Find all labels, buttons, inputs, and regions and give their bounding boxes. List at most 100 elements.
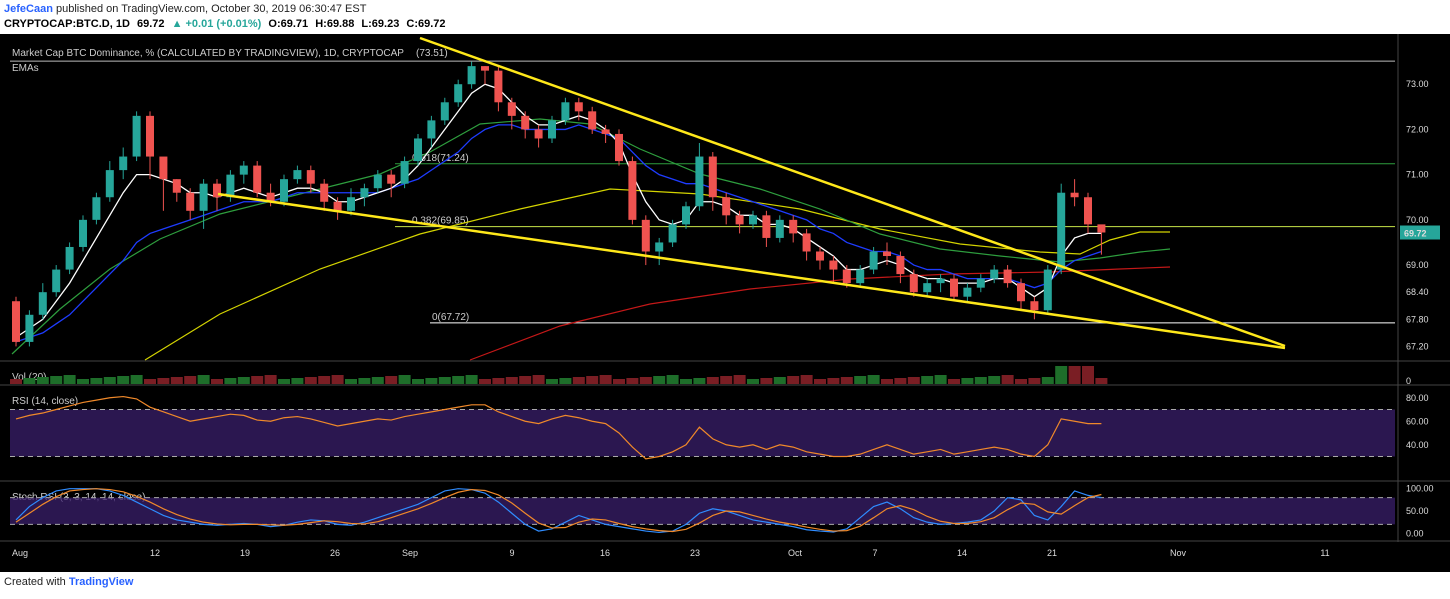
candle-body: [92, 197, 101, 220]
volume-bar: [559, 378, 572, 384]
volume-bar: [358, 378, 371, 384]
candle-body: [990, 269, 999, 279]
candle-body: [869, 251, 878, 270]
ohlc-open: O:69.71: [268, 18, 309, 30]
candle-body: [1043, 269, 1052, 311]
last-price: 69.72: [136, 18, 165, 30]
candle-body: [829, 260, 838, 270]
volume-bar: [733, 375, 746, 384]
volume-bar: [613, 379, 625, 384]
x-tick-label: 14: [957, 548, 967, 558]
candle-body: [561, 102, 570, 121]
candle-body: [548, 120, 556, 139]
candle-body: [534, 129, 543, 139]
volume-bar: [492, 378, 505, 384]
candle-body: [1084, 197, 1092, 225]
fib-level-label: 0.618(71.24): [412, 153, 469, 164]
volume-bar: [787, 376, 800, 384]
volume-bar: [814, 379, 826, 384]
volume-bar: [532, 375, 545, 384]
volume-bar: [921, 376, 934, 384]
volume-bar: [720, 376, 733, 384]
volume-bar: [934, 375, 947, 384]
volume-bar: [693, 378, 706, 384]
volume-bar: [546, 379, 558, 384]
last-price-tag: [1400, 225, 1440, 240]
volume-bar: [639, 377, 652, 384]
author-name[interactable]: JefeCaan: [4, 3, 53, 15]
volume-bar: [50, 376, 63, 384]
stoch-d-line: [15, 488, 1102, 533]
volume-bar: [948, 379, 960, 384]
chart-area[interactable]: Market Cap BTC Dominance, % (CALCULATED …: [0, 34, 1450, 572]
x-tick-label: Oct: [788, 548, 803, 558]
candle-body: [146, 115, 154, 157]
candle-body: [775, 219, 784, 238]
volume-bar: [505, 377, 518, 384]
candle-body: [65, 246, 74, 270]
candle-body: [950, 278, 958, 297]
candle-body: [1097, 224, 1106, 233]
volume-bar: [1068, 366, 1081, 384]
candle-body: [1003, 269, 1012, 284]
candle-body: [682, 206, 690, 225]
ema-mid-line: [15, 124, 1102, 343]
candle-body: [842, 269, 851, 284]
candle-body: [266, 192, 275, 202]
volume-bar: [398, 375, 411, 384]
volume-bar: [452, 376, 465, 384]
x-tick-label: Nov: [1170, 548, 1187, 558]
volume-bar: [653, 376, 666, 384]
fib-level-label: 0.382(69.85): [412, 216, 469, 227]
candle-body: [883, 251, 891, 257]
volume-bar: [10, 379, 22, 384]
volume-bar: [23, 378, 36, 384]
publish-line: JefeCaan published on TradingView.com, O…: [4, 3, 366, 15]
volume-bar: [438, 377, 451, 384]
volume-bar: [371, 377, 384, 384]
candle-body: [481, 66, 489, 71]
volume-bar: [278, 379, 290, 384]
x-tick-label: Aug: [12, 548, 28, 558]
publish-info: published on TradingView.com, October 30…: [55, 3, 367, 15]
candle-body: [641, 219, 650, 252]
candle-body: [306, 170, 315, 184]
volume-bar: [907, 377, 920, 384]
ohlc-close: C:69.72: [406, 18, 446, 30]
chart-svg[interactable]: Market Cap BTC Dominance, % (CALCULATED …: [0, 34, 1450, 572]
volume-bar: [224, 378, 237, 384]
volume-bar: [894, 378, 907, 384]
osc-tick-label: 60.00: [1406, 416, 1429, 426]
volume-bar: [586, 376, 599, 384]
volume-bar: [345, 379, 357, 384]
candle-body: [923, 283, 932, 293]
volume-bar: [304, 377, 317, 384]
volume-bar: [1055, 366, 1068, 384]
osc-tick-label: 40.00: [1406, 440, 1429, 450]
volume-bar: [385, 376, 398, 384]
volume-bar: [626, 378, 639, 384]
volume-bar: [465, 375, 478, 384]
candle-body: [105, 170, 114, 198]
indicator-label: EMAs: [12, 63, 39, 74]
candle-body: [1017, 283, 1025, 302]
volume-bar: [760, 378, 773, 384]
candle-body: [1030, 301, 1039, 311]
candle-body: [896, 256, 905, 275]
candle-body: [253, 165, 262, 193]
candle-body: [467, 66, 476, 85]
volume-bar: [1001, 375, 1014, 384]
tradingview-logo[interactable]: TradingView: [68, 576, 134, 588]
volume-bar: [974, 377, 987, 384]
candle-body: [762, 215, 771, 238]
osc-tick-label: 50.00: [1406, 506, 1429, 516]
candle-body: [360, 188, 369, 198]
price-tick-label: 69.00: [1406, 260, 1429, 270]
stoch-k-line: [15, 488, 1102, 534]
volume-tick-label: 0: [1406, 376, 1411, 386]
chart-title-value: (73.51): [416, 48, 448, 59]
volume-bar: [36, 377, 49, 384]
volume-bar: [572, 377, 585, 384]
osc-tick-label: 80.00: [1406, 393, 1429, 403]
candle-body: [387, 174, 396, 184]
